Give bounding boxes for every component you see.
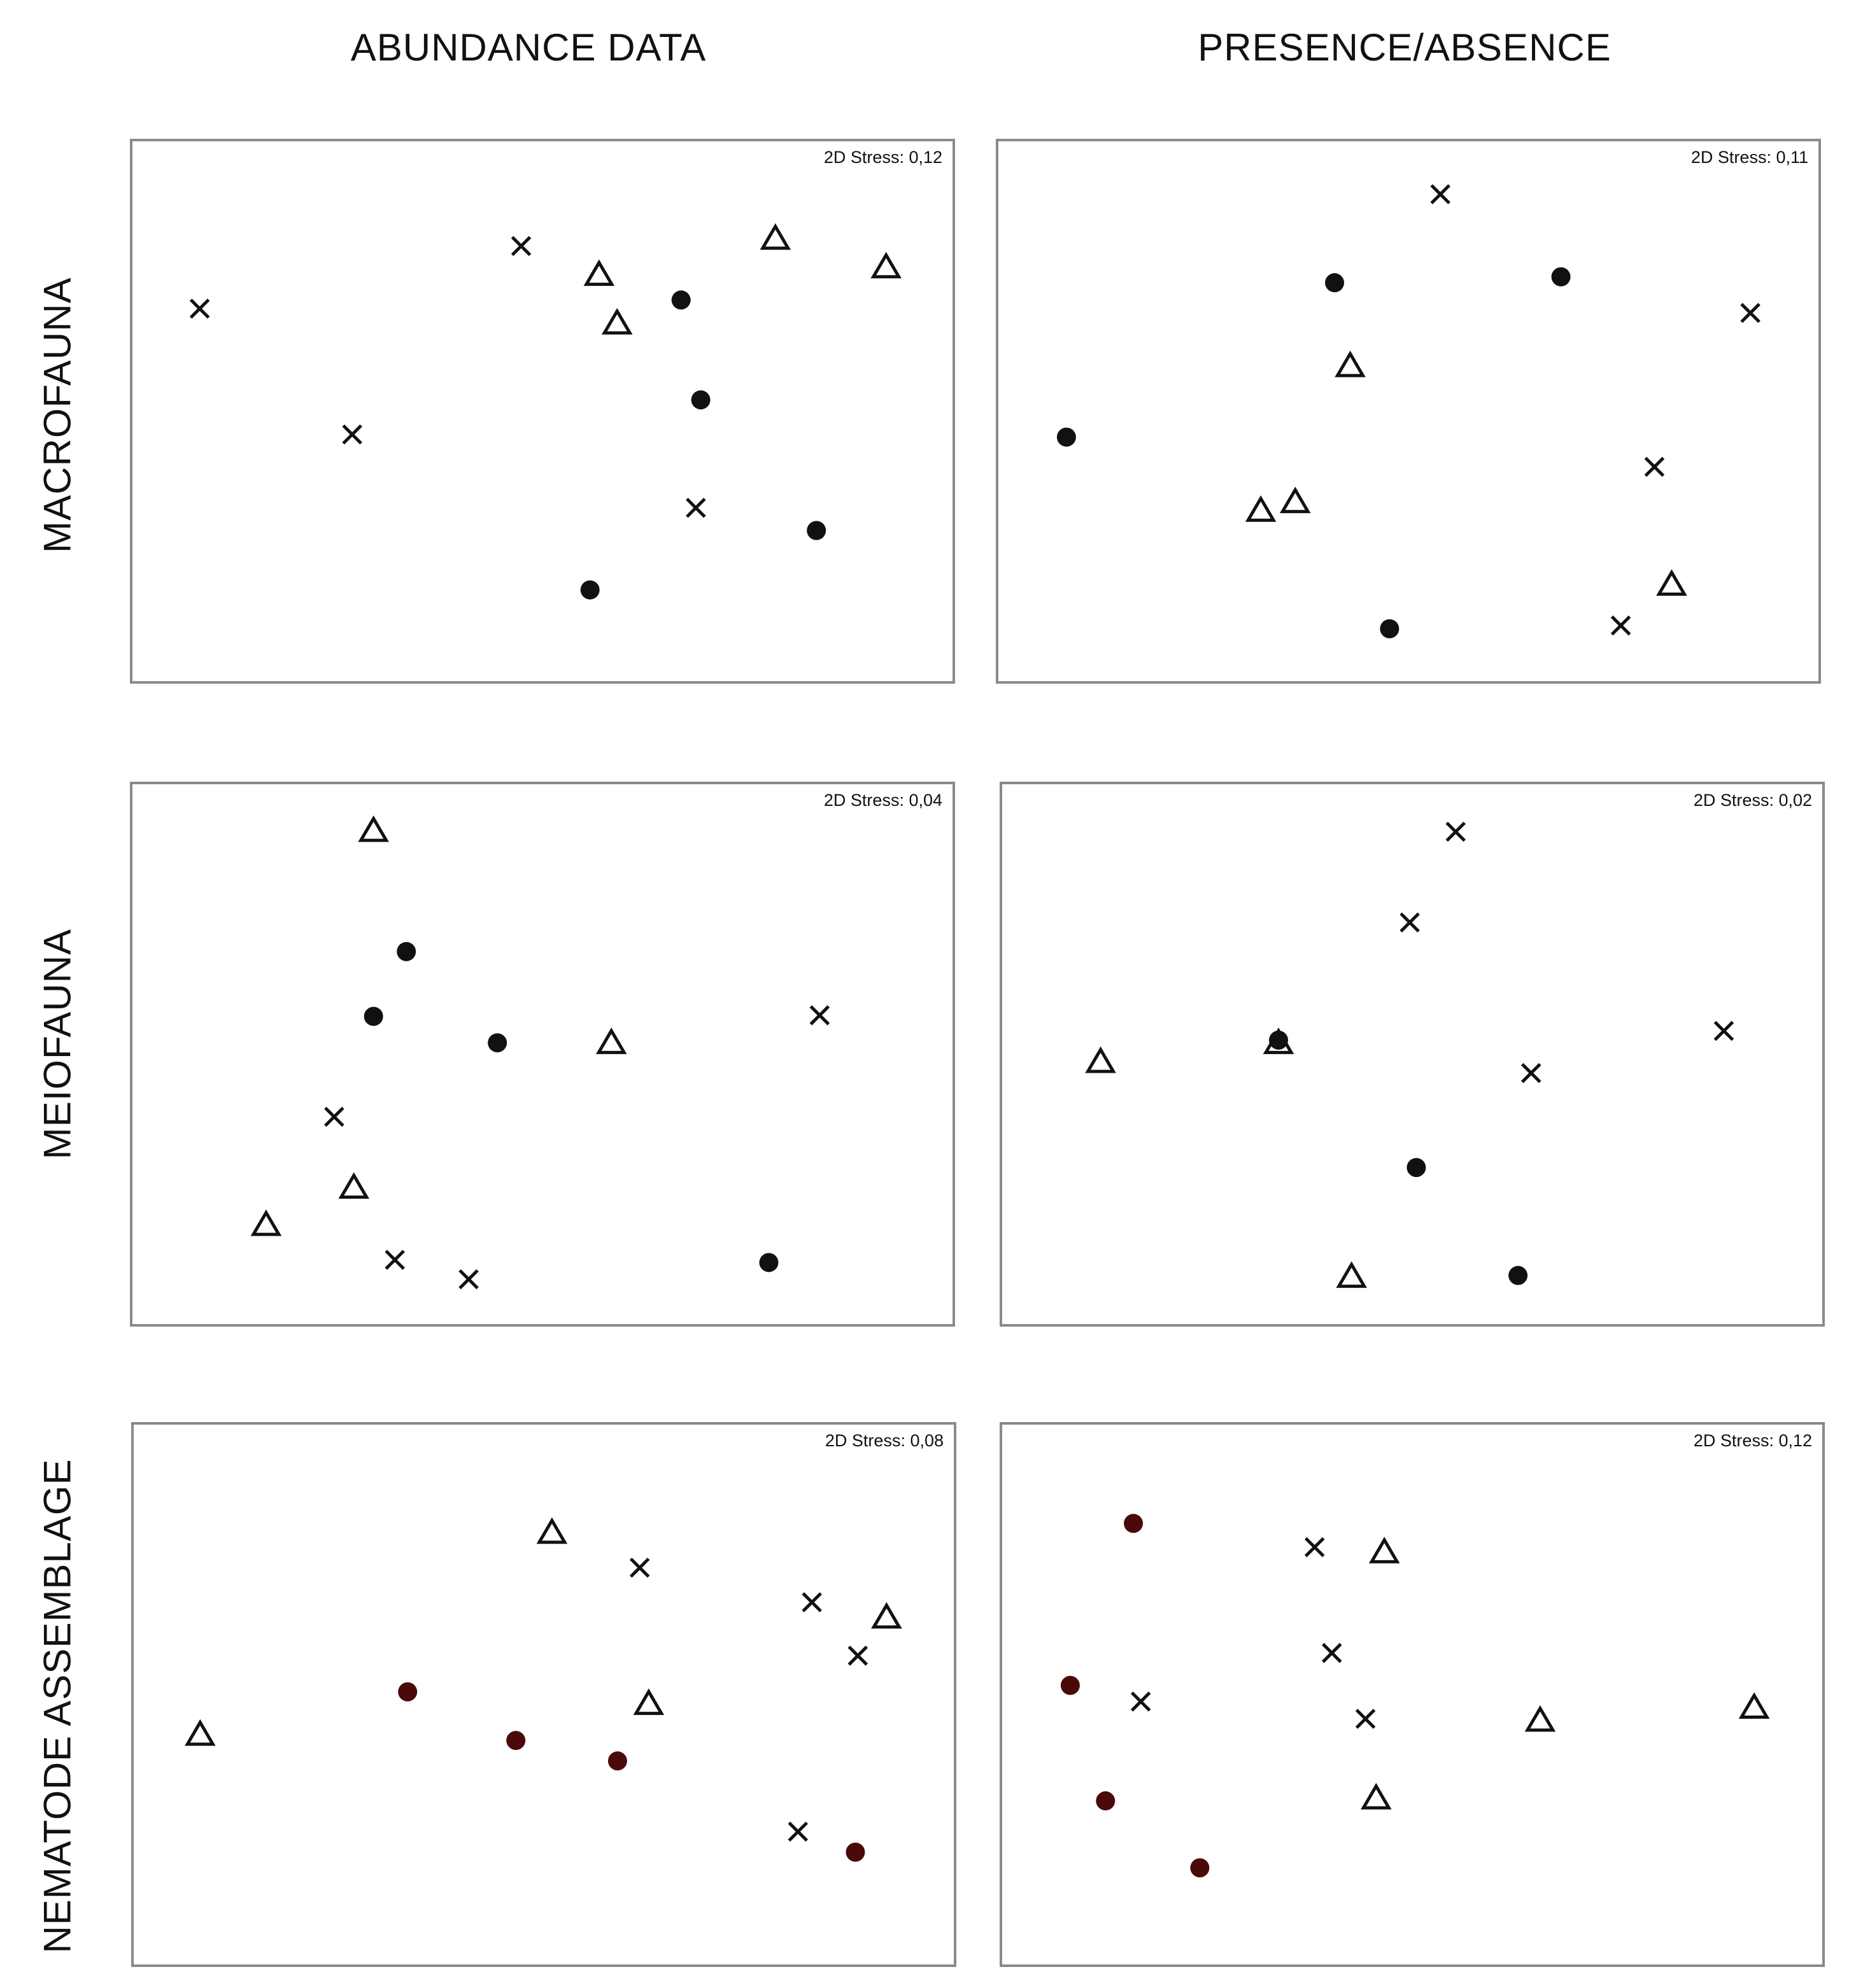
data-point-cross — [1355, 1709, 1376, 1729]
stress-label: 2D Stress: 0,12 — [823, 148, 942, 167]
data-point-cross — [1644, 456, 1665, 477]
data-point-circle — [1380, 619, 1399, 638]
data-point-triangle — [250, 1209, 282, 1236]
data-point-cross — [1713, 1020, 1734, 1041]
data-point-cross — [1399, 912, 1420, 933]
scatter-plot — [1056, 184, 1760, 638]
data-point-circle — [1056, 427, 1076, 447]
panel-nematode-presence: 2D Stress: 0,12 — [1000, 1422, 1825, 1967]
data-point-cross — [1445, 821, 1466, 842]
data-point-circle — [398, 1682, 418, 1702]
data-point-circle — [1406, 1158, 1426, 1178]
data-point-cross — [802, 1592, 822, 1612]
data-point-cross — [324, 1106, 344, 1127]
data-point-triangle — [871, 1602, 902, 1629]
data-point-triangle — [760, 223, 791, 250]
stress-label: 2D Stress: 0,02 — [1693, 791, 1812, 810]
stress-label: 2D Stress: 0,04 — [823, 791, 942, 810]
data-point-circle — [397, 941, 416, 961]
data-point-circle — [1060, 1675, 1080, 1695]
data-point-cross — [1430, 184, 1450, 204]
column-title-abundance: ABUNDANCE DATA — [350, 26, 707, 69]
data-point-cross — [1520, 1062, 1541, 1083]
data-point-cross — [342, 424, 362, 445]
data-point-circle — [1325, 273, 1345, 293]
data-point-triangle — [338, 1172, 370, 1199]
panel-meiofauna-presence: 2D Stress: 0,02 — [1000, 782, 1825, 1327]
scatter-plot — [1085, 821, 1734, 1288]
stress-label: 2D Stress: 0,12 — [1693, 1431, 1812, 1450]
data-point-circle — [506, 1731, 526, 1751]
data-point-cross — [629, 1557, 650, 1578]
data-point-triangle — [633, 1688, 665, 1716]
data-point-circle — [607, 1751, 627, 1771]
data-point-cross — [847, 1646, 868, 1666]
row-title-meiofauna: MEIOFAUNA — [36, 928, 79, 1160]
data-point-cross — [1304, 1537, 1325, 1558]
stress-label: 2D Stress: 0,11 — [1690, 148, 1808, 167]
scatter-plot — [1060, 1514, 1770, 1878]
data-point-circle — [580, 580, 600, 600]
scatter-plot — [189, 223, 902, 600]
data-point-triangle — [1524, 1705, 1556, 1732]
data-point-circle — [1508, 1265, 1528, 1285]
data-point-cross — [458, 1269, 479, 1290]
data-point-cross — [1322, 1642, 1342, 1663]
data-point-triangle — [601, 307, 633, 335]
data-point-cross — [1610, 615, 1631, 636]
data-point-cross — [1740, 302, 1760, 323]
data-point-cross — [809, 1005, 830, 1026]
panel-macrofauna-abundance: 2D Stress: 0,12 — [130, 139, 955, 684]
column-title-presence: PRESENCE/ABSENCE — [1198, 26, 1612, 69]
panel-nematode-abundance: 2D Stress: 0,08 — [131, 1422, 956, 1967]
data-point-triangle — [595, 1027, 627, 1054]
data-point-circle — [1124, 1514, 1144, 1533]
data-point-circle — [488, 1033, 507, 1053]
row-title-macrofauna: MACROFAUNA — [36, 277, 79, 553]
data-point-cross — [385, 1250, 405, 1270]
row-title-nematode-assemblage: NEMATODE ASSEMBLAGE — [36, 1458, 79, 1954]
data-point-cross — [511, 236, 532, 257]
data-point-circle — [759, 1253, 779, 1272]
scatter-plot — [250, 815, 830, 1290]
data-point-circle — [364, 1006, 383, 1026]
data-point-triangle — [1263, 1027, 1294, 1054]
data-point-cross — [189, 299, 210, 319]
data-point-triangle — [870, 251, 902, 279]
data-point-circle — [1096, 1791, 1116, 1811]
data-point-circle — [1551, 267, 1571, 286]
panel-macrofauna-presence: 2D Stress: 0,11 — [996, 139, 1821, 684]
data-point-circle — [691, 390, 711, 410]
stress-label: 2D Stress: 0,08 — [825, 1431, 944, 1450]
data-point-triangle — [1361, 1782, 1392, 1810]
data-point-circle — [807, 521, 826, 540]
data-point-circle — [846, 1842, 865, 1862]
data-point-triangle — [1245, 495, 1277, 522]
data-point-triangle — [1336, 1261, 1367, 1288]
data-point-triangle — [1738, 1692, 1770, 1719]
data-point-circle — [671, 290, 691, 310]
data-point-triangle — [1085, 1046, 1116, 1073]
data-point-triangle — [1279, 486, 1311, 514]
data-point-triangle — [583, 259, 615, 286]
data-point-triangle — [1335, 350, 1366, 377]
data-point-triangle — [1368, 1537, 1400, 1563]
data-point-cross — [788, 1821, 809, 1842]
data-point-triangle — [185, 1719, 216, 1746]
data-point-triangle — [358, 815, 389, 842]
data-point-triangle — [536, 1517, 568, 1544]
data-point-circle — [1190, 1858, 1210, 1878]
scatter-plot — [185, 1517, 902, 1862]
data-point-circle — [1269, 1030, 1289, 1050]
panel-meiofauna-abundance: 2D Stress: 0,04 — [130, 782, 955, 1327]
data-point-triangle — [1656, 569, 1687, 596]
data-point-cross — [686, 498, 706, 518]
data-point-cross — [1130, 1691, 1151, 1712]
